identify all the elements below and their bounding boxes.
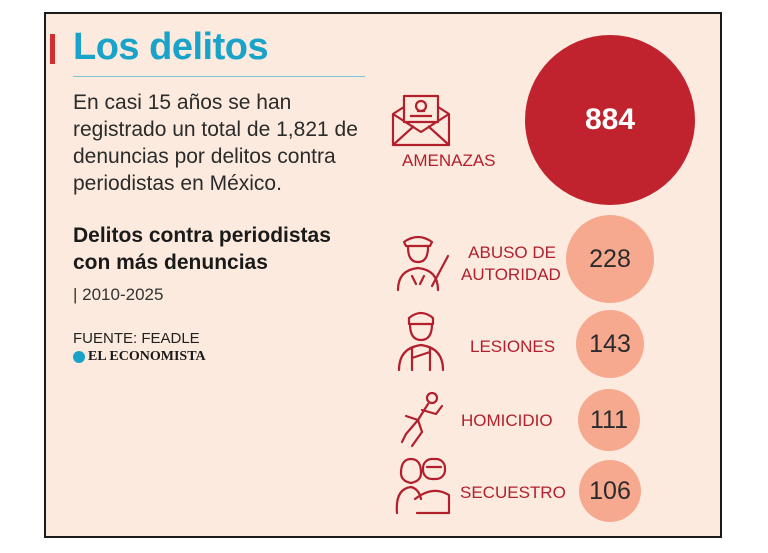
source-credit: FUENTE: FEADLE (73, 330, 200, 347)
envelope-skull-icon (391, 94, 451, 147)
publisher-logo: EL ECONOMISTA (73, 349, 206, 365)
page-title: Los delitos (73, 26, 269, 68)
section-heading: Delitos contra periodistas con más denun… (73, 224, 331, 274)
value-bubble-homicidio: 111 (578, 389, 640, 451)
crime-label-abuso: ABUSO DE AUTORIDAD (461, 242, 561, 286)
title-accent-bar (50, 34, 55, 64)
crime-label-homicidio: HOMICIDIO (461, 411, 553, 430)
police-officer-icon (396, 235, 450, 292)
intro-text: En casi 15 años se han registrado un tot… (73, 91, 358, 195)
body-outline-icon (400, 391, 444, 448)
crime-label-secuestro: SECUESTRO (460, 483, 566, 502)
injured-person-icon (397, 311, 445, 372)
crime-label-amenazas: AMENAZAS (402, 151, 496, 170)
crime-label-abuso-line1: ABUSO DE (468, 243, 556, 262)
kidnapper-icon (395, 457, 451, 515)
publisher-name: EL ECONOMISTA (88, 349, 206, 364)
crime-label-lesiones: LESIONES (470, 337, 556, 356)
value-bubble-abuso: 228 (566, 215, 654, 303)
value-bubble-lesiones: 143 (576, 310, 644, 378)
year-range: | 2010-2025 (73, 285, 164, 304)
crime-label-abuso-line2: AUTORIDAD (461, 265, 561, 284)
value-bubble-secuestro: 106 (579, 460, 641, 522)
value-bubble-amenazas: 884 (525, 35, 695, 205)
publisher-mark-icon (73, 351, 85, 363)
title-divider (73, 76, 365, 77)
